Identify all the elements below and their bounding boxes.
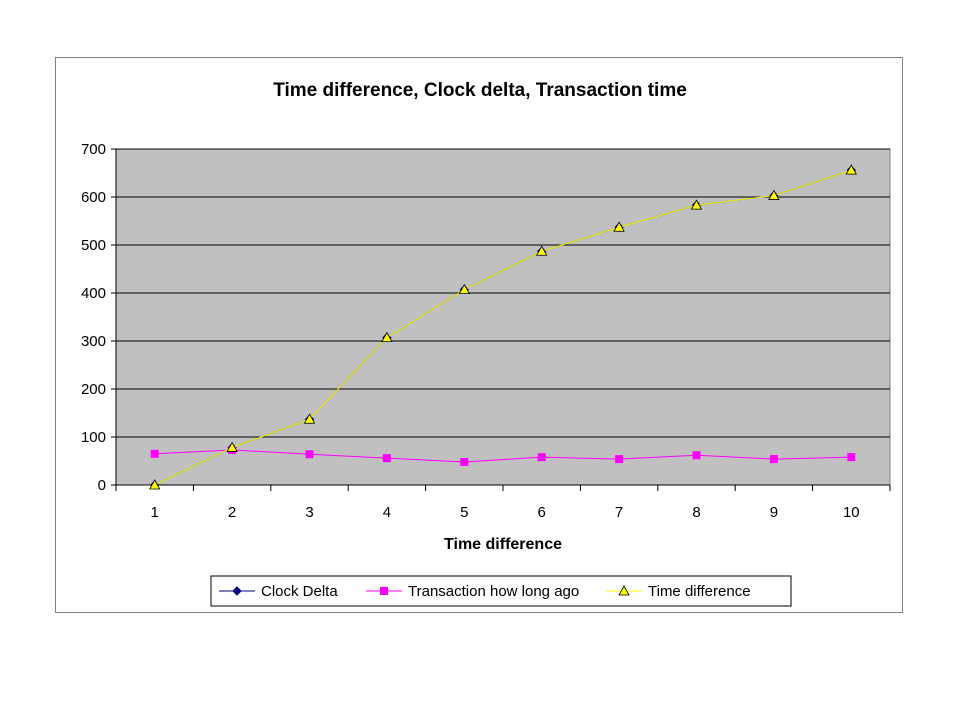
line-chart: Time difference, Clock delta, Transactio… xyxy=(81,80,891,607)
x-tick-label: 4 xyxy=(383,504,391,521)
legend-marker-clock-delta xyxy=(232,586,242,596)
data-point-transaction-how-long-ago xyxy=(460,457,469,466)
plot-background xyxy=(115,148,891,486)
plot-area: 0 100 200 300 400 500 600 700 1 2 3 4 5 6 7 8 9 10 xyxy=(81,141,891,521)
x-tick-label: 9 xyxy=(770,504,778,521)
x-tick-label: 6 xyxy=(538,504,546,521)
data-point-time-difference xyxy=(149,479,161,490)
data-point-time-difference xyxy=(690,199,703,210)
series-line-time-difference xyxy=(154,169,852,486)
data-point-transaction-how-long-ago xyxy=(847,453,856,462)
x-tick-label: 1 xyxy=(151,504,159,521)
x-tick-label: 10 xyxy=(843,504,860,521)
y-tick-label: 200 xyxy=(81,381,106,398)
legend-label-transaction-how-long-ago: Transaction how long ago xyxy=(408,583,579,600)
data-point-time-difference xyxy=(768,189,780,200)
legend-marker-time-difference xyxy=(618,585,630,596)
y-tick-label: 100 xyxy=(81,429,106,446)
data-point-time-difference xyxy=(226,441,238,452)
data-point-transaction-how-long-ago xyxy=(769,455,778,464)
x-tick-label: 5 xyxy=(460,504,468,521)
data-point-time-difference xyxy=(381,331,393,343)
chart-title: Time difference, Clock delta, Transactio… xyxy=(273,80,687,101)
series-line-transaction-how-long-ago xyxy=(154,449,852,463)
x-axis-title: Time difference xyxy=(444,536,562,553)
data-point-transaction-how-long-ago xyxy=(150,449,159,458)
x-tick-label: 3 xyxy=(305,504,313,521)
y-tick-label: 300 xyxy=(81,333,106,350)
x-tick-label: 7 xyxy=(615,504,623,521)
legend-label-time-difference: Time difference xyxy=(648,583,751,600)
data-point-transaction-how-long-ago xyxy=(692,451,701,460)
y-tick-label: 600 xyxy=(81,189,106,206)
chart-frame: Time difference, Clock delta, Transactio… xyxy=(55,57,903,613)
y-tick-label: 700 xyxy=(81,141,106,158)
x-tick-label: 8 xyxy=(692,504,700,521)
data-point-time-difference xyxy=(613,221,625,232)
y-tick-label: 500 xyxy=(81,237,106,254)
data-point-transaction-how-long-ago xyxy=(382,454,391,463)
data-point-transaction-how-long-ago xyxy=(537,453,546,462)
legend-label-clock-delta: Clock Delta xyxy=(261,583,338,600)
data-point-transaction-how-long-ago xyxy=(305,450,314,459)
y-tick-label: 400 xyxy=(81,285,106,302)
legend: Clock Delta Transaction how long ago Time … xyxy=(210,575,792,607)
data-point-time-difference xyxy=(845,164,857,175)
data-point-time-difference xyxy=(536,245,548,256)
y-tick-label: 0 xyxy=(98,477,106,494)
data-point-time-difference xyxy=(458,283,470,295)
legend-box xyxy=(210,575,792,607)
data-point-transaction-how-long-ago xyxy=(615,455,624,464)
data-point-time-difference xyxy=(303,413,316,424)
legend-marker-transaction-how-long-ago xyxy=(380,587,388,595)
x-tick-label: 2 xyxy=(228,504,236,521)
